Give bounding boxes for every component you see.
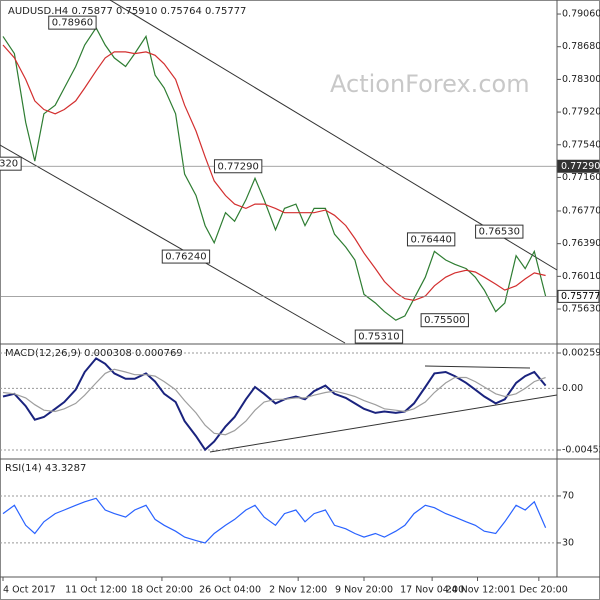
y-tick-label: 0.77920 [562,107,600,118]
level-label: 0.75777 [561,291,600,302]
trend-line [424,365,531,369]
annotation-box [161,249,211,264]
x-tick-label: 26 Oct 04:00 [199,585,261,596]
y-tick-label: 70 [562,490,574,501]
x-tick-label: 4 Oct 2017 [3,585,56,596]
series-line [2,357,547,452]
annotation-box [213,159,263,174]
y-tick-label: 30 [562,537,574,548]
y-tick-label: 0.00 [562,383,583,394]
x-tick-label: 18 Oct 20:00 [131,585,193,596]
y-tick-label: 0.79060 [562,9,600,20]
y-tick-label: 0.76770 [562,205,600,216]
level-box [557,289,600,303]
annotation-label: 320 [0,159,18,170]
annotation-box [354,329,404,344]
annotation-label: 0.76240 [165,252,206,263]
y-tick-label: 0.77160 [562,172,600,183]
annotation-box [420,313,469,328]
series-line [2,368,546,436]
annotation-label: 0.76530 [479,227,520,238]
x-tick-label: 9 Nov 20:00 [335,585,393,596]
watermark: ActionForex.com [330,70,530,98]
y-tick-label: 0.76010 [562,271,600,282]
series-line [2,44,546,302]
x-tick-label: 24 Nov 12:00 [446,585,510,596]
y-tick-label: 0.77540 [562,139,600,150]
level-label: 0.77290 [561,161,600,172]
annotation-label: 0.77290 [217,161,258,172]
y-tick-label: 0.78300 [562,74,600,85]
y-tick-label: 0.78680 [562,41,600,52]
annotation-label: 0.75500 [424,315,465,326]
x-tick-label: 11 Oct 12:00 [65,585,127,596]
x-tick-label: 17 Nov 04:00 [400,585,464,596]
y-tick-label: 0.75630 [562,304,600,315]
x-tick-label: 2 Nov 12:00 [269,585,327,596]
trend-line [209,394,558,453]
x-tick-label: 1 Dec 20:00 [510,585,568,596]
y-tick-label: 0.002595 [562,348,600,359]
annotation-label: 0.76440 [410,234,451,245]
chart-title: AUDUSD.H4 0.75877 0.75910 0.75764 0.7577… [8,6,246,17]
annotation-label: 0.75310 [358,332,399,343]
annotation-box [48,15,97,30]
annotation-box [406,232,456,247]
channel-line [0,144,346,344]
level-box [557,159,600,173]
y-tick-label: -0.004522 [562,444,600,455]
panel-title: RSI(14) 43.3287 [5,463,86,474]
series-line [2,497,547,544]
annotation-box [475,224,524,239]
annotation-label: 0.78960 [52,18,93,29]
annotation-box [0,156,22,171]
y-tick-label: 0.76390 [562,238,600,249]
